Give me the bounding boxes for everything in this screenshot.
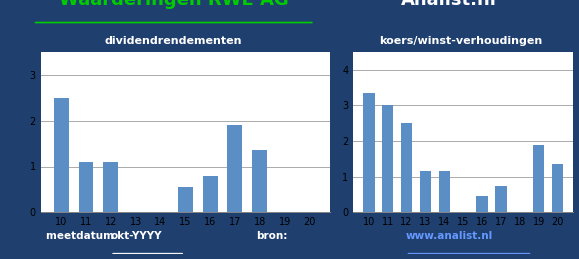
Bar <box>252 150 267 212</box>
Bar <box>79 162 93 212</box>
Text: www.analist.nl: www.analist.nl <box>405 231 493 241</box>
Bar <box>203 176 218 212</box>
Bar <box>363 93 375 212</box>
Text: dividendrendementen: dividendrendementen <box>105 37 243 46</box>
Text: koers/winst-verhoudingen: koers/winst-verhoudingen <box>379 37 542 46</box>
Bar <box>420 171 431 212</box>
Bar <box>54 98 68 212</box>
Text: Waarderingen RWE AG: Waarderingen RWE AG <box>59 0 288 9</box>
Text: Analist.nl: Analist.nl <box>401 0 497 9</box>
Bar <box>178 187 193 212</box>
Bar <box>533 145 544 212</box>
Bar <box>228 125 243 212</box>
Bar <box>401 123 412 212</box>
Bar <box>382 105 393 212</box>
Bar <box>552 164 563 212</box>
Bar <box>439 171 450 212</box>
Text: meetdatum: meetdatum <box>46 231 118 241</box>
Bar <box>477 196 488 212</box>
Text: okt-YYYY: okt-YYYY <box>110 231 162 241</box>
Bar <box>103 162 118 212</box>
Bar <box>495 186 507 212</box>
Text: bron:: bron: <box>256 231 288 241</box>
